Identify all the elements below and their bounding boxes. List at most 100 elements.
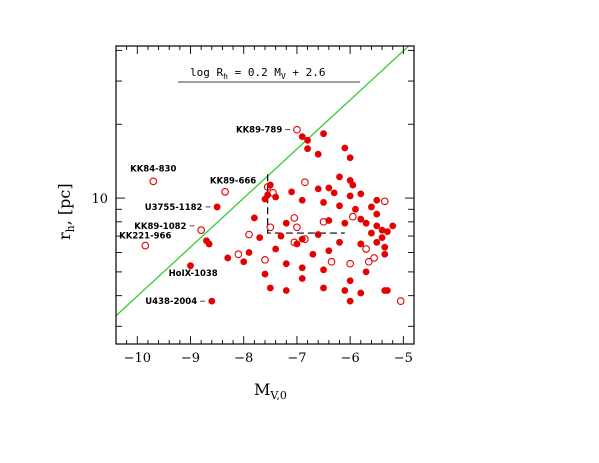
data-point-filled bbox=[245, 249, 253, 256]
data-point-filled bbox=[383, 287, 391, 294]
data-point-filled bbox=[282, 260, 290, 268]
data-point-filled bbox=[357, 190, 365, 198]
data-point-filled bbox=[298, 264, 306, 272]
data-point-open bbox=[364, 257, 373, 266]
data-point-filled bbox=[336, 173, 343, 181]
x-tick-label: −7 bbox=[287, 351, 306, 366]
data-point-filled bbox=[368, 229, 375, 237]
data-point-filled bbox=[277, 232, 285, 240]
data-point-filled bbox=[346, 154, 354, 162]
data-point-filled bbox=[378, 234, 386, 241]
point-annotation: KK89-1082 bbox=[134, 222, 186, 232]
data-point-filled bbox=[320, 266, 327, 274]
x-tick-label: −5 bbox=[394, 351, 413, 366]
data-point-filled bbox=[298, 275, 306, 282]
data-point-open bbox=[290, 238, 299, 247]
point-annotation: U438-2004 bbox=[145, 297, 197, 307]
data-point-filled bbox=[304, 136, 311, 144]
dashed-region bbox=[267, 174, 345, 234]
relation-line-layer bbox=[116, 46, 410, 317]
data-point-filled bbox=[314, 185, 322, 193]
data-point-filled bbox=[208, 297, 216, 305]
data-point-filled bbox=[341, 287, 349, 294]
data-point-filled bbox=[381, 243, 389, 251]
point-annotation: KK221-966 bbox=[119, 231, 171, 241]
annotation-layer: KK89-789 KK84-830 KK89-666 U3755-1182 KK89-1… bbox=[119, 126, 291, 307]
data-point-filled bbox=[261, 270, 269, 278]
data-point-filled bbox=[213, 203, 221, 211]
x-tick-label: −9 bbox=[181, 351, 200, 366]
data-point-open bbox=[290, 214, 299, 222]
dashed-region-layer bbox=[267, 174, 345, 234]
data-point-filled bbox=[336, 202, 343, 210]
data-point-filled bbox=[357, 240, 365, 248]
data-point-filled bbox=[389, 222, 397, 230]
data-point-filled bbox=[282, 219, 290, 227]
data-point-filled bbox=[362, 219, 370, 227]
data-point-filled bbox=[298, 235, 306, 243]
data-point-open bbox=[293, 223, 301, 232]
data-point-filled bbox=[346, 297, 354, 305]
data-point-filled bbox=[320, 199, 327, 206]
data-point-filled bbox=[325, 184, 333, 192]
data-point-filled bbox=[304, 145, 311, 153]
data-point-open bbox=[149, 177, 158, 186]
data-point-filled bbox=[330, 189, 338, 197]
relation-label: log Rh = 0.2 MV + 2.6 bbox=[190, 66, 326, 81]
data-point-filled bbox=[357, 215, 365, 223]
data-point-open bbox=[293, 125, 301, 134]
data-point-filled bbox=[298, 133, 306, 141]
data-point-filled bbox=[373, 222, 381, 230]
data-point-open bbox=[301, 178, 309, 187]
point-annotation: KK84-830 bbox=[130, 164, 176, 174]
data-point-filled bbox=[314, 231, 322, 238]
data-point-filled bbox=[266, 284, 274, 292]
data-point-filled bbox=[373, 196, 381, 204]
point-annotation: U3755-1182 bbox=[145, 203, 203, 213]
data-point-filled bbox=[314, 150, 322, 158]
data-point-filled bbox=[336, 238, 343, 246]
data-point-filled bbox=[325, 247, 333, 255]
data-point-open bbox=[221, 188, 229, 196]
data-point-filled bbox=[357, 289, 365, 297]
data-point-filled bbox=[383, 228, 391, 235]
data-point-filled bbox=[205, 240, 213, 248]
data-points-layer bbox=[141, 125, 405, 305]
data-point-open bbox=[396, 297, 405, 305]
data-point-open bbox=[301, 235, 309, 243]
data-point-filled bbox=[240, 258, 248, 266]
data-point-open bbox=[380, 197, 389, 206]
data-point-open bbox=[346, 259, 354, 268]
data-point-filled bbox=[341, 219, 349, 227]
data-point-filled bbox=[362, 268, 370, 276]
data-point-filled bbox=[349, 181, 357, 189]
axes-layer: −10 −9 −8 −7 −6 −5 10 bbox=[91, 45, 415, 366]
data-point-open bbox=[319, 217, 328, 226]
data-point-filled bbox=[320, 284, 327, 292]
data-point-filled bbox=[341, 144, 349, 152]
data-point-filled bbox=[346, 277, 354, 285]
data-point-open bbox=[261, 255, 269, 264]
data-point-filled bbox=[381, 250, 389, 258]
x-axis-label: MV,0 bbox=[254, 380, 287, 402]
y-tick-label: 10 bbox=[91, 192, 108, 207]
x-tick-label: −6 bbox=[341, 351, 360, 366]
point-annotation: KK89-789 bbox=[236, 126, 282, 136]
data-point-filled bbox=[346, 192, 354, 200]
data-point-open bbox=[348, 212, 357, 221]
data-point-filled bbox=[373, 210, 381, 218]
data-point-open bbox=[269, 189, 277, 197]
y-axis-label: rh, [pc] bbox=[55, 183, 77, 240]
data-point-filled bbox=[282, 287, 290, 294]
data-point-filled bbox=[261, 195, 269, 203]
data-point-open bbox=[234, 250, 243, 259]
data-point-open bbox=[370, 254, 378, 262]
data-point-filled bbox=[250, 214, 258, 222]
data-point-filled bbox=[352, 205, 359, 213]
data-point-filled bbox=[224, 254, 232, 262]
data-point-open bbox=[362, 245, 370, 253]
data-point-open bbox=[327, 257, 336, 266]
data-point-filled bbox=[298, 196, 306, 204]
data-point-filled bbox=[187, 262, 194, 270]
